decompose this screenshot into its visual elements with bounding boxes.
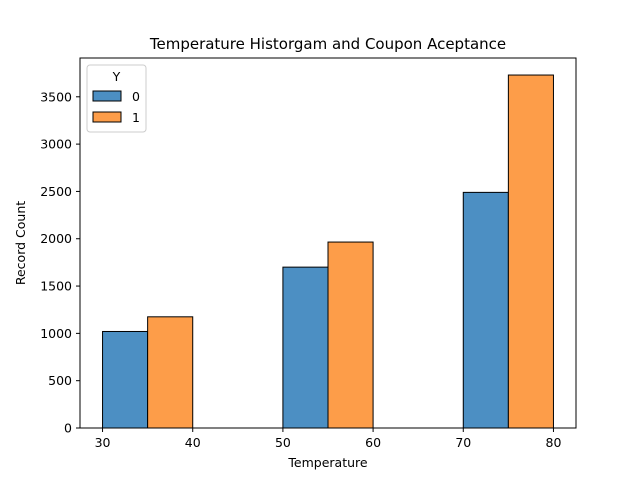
x-tick-label: 50	[275, 435, 291, 450]
y-axis: 0 500 1000 1500 2000 2500 3000 3500	[40, 89, 80, 436]
bar-y0-bin-50-55	[282, 266, 329, 429]
legend: Y0 1	[86, 64, 147, 133]
x-tick-label: 60	[365, 435, 381, 450]
y-tick-label: 500	[48, 373, 72, 388]
plot-frame	[79, 57, 577, 429]
chart-title: Temperature Historgam and Coupon Aceptan…	[149, 35, 506, 53]
y-tick-label: 1500	[40, 279, 72, 294]
bar-y1-bin-35-40	[147, 316, 194, 429]
x-tick-label: 80	[546, 435, 562, 450]
legend-title: Y	[112, 69, 121, 84]
y-tick-label: 2500	[40, 184, 72, 199]
legend-swatch-y1	[92, 111, 122, 123]
bars-group	[102, 74, 554, 429]
bar-y1-bin-75-80	[507, 74, 554, 429]
x-tick-label: 30	[95, 435, 111, 450]
x-axis: 30 40 50 60 70 80	[95, 428, 562, 450]
y-tick-label: 1000	[40, 326, 72, 341]
bar-y0-bin-70-75	[462, 191, 509, 429]
bar-y1-bin-55-60	[327, 241, 374, 429]
legend-swatch-y0	[92, 90, 122, 102]
x-tick-label: 70	[455, 435, 471, 450]
y-tick-label: 3500	[40, 89, 72, 104]
x-tick-label: 40	[185, 435, 201, 450]
y-axis-label: Record Count	[13, 201, 28, 285]
y-tick-label: 2000	[40, 231, 72, 246]
x-axis-label: Temperature	[287, 455, 367, 470]
legend-label-y1: 1	[132, 110, 140, 125]
y-tick-label: 3000	[40, 137, 72, 152]
legend-label-y0: 0	[132, 89, 140, 104]
bar-y0-bin-30-35	[102, 330, 149, 429]
y-tick-label: 0	[64, 421, 72, 436]
